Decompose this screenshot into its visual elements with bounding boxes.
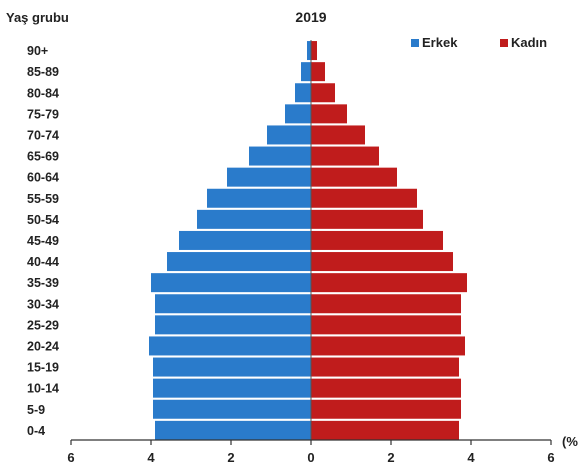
bar-kadin-40-44 <box>311 252 453 272</box>
category-label: 50-54 <box>27 213 59 227</box>
bar-erkek-55-59 <box>207 188 311 208</box>
category-label: 40-44 <box>27 255 59 269</box>
category-label: 65-69 <box>27 150 59 164</box>
category-label: 35-39 <box>27 276 59 290</box>
legend-label: Kadın <box>511 35 547 50</box>
bar-erkek-10-14 <box>153 378 311 398</box>
bars-group <box>149 40 467 440</box>
bar-kadin-80-84 <box>311 83 335 103</box>
category-label: 85-89 <box>27 65 59 79</box>
category-label: 60-64 <box>27 171 59 185</box>
bar-kadin-90+ <box>311 41 317 61</box>
bar-kadin-55-59 <box>311 188 417 208</box>
bar-erkek-40-44 <box>167 252 311 272</box>
x-tick-label: 6 <box>67 450 74 465</box>
category-label: 15-19 <box>27 361 59 375</box>
category-label: 90+ <box>27 44 48 58</box>
bar-erkek-60-64 <box>227 167 311 187</box>
legend-swatch-erkek <box>411 39 419 47</box>
bar-erkek-90+ <box>307 41 311 61</box>
category-label: 30-34 <box>27 297 59 311</box>
bar-erkek-25-29 <box>155 315 311 335</box>
category-label: 75-79 <box>27 107 59 121</box>
bar-erkek-70-74 <box>267 125 311 145</box>
bar-erkek-15-19 <box>153 357 311 377</box>
bar-erkek-65-69 <box>249 146 311 166</box>
x-tick-label: 2 <box>387 450 394 465</box>
bar-kadin-65-69 <box>311 146 379 166</box>
category-label: 55-59 <box>27 192 59 206</box>
bar-erkek-5-9 <box>153 399 311 419</box>
bar-kadin-20-24 <box>311 336 465 356</box>
bar-kadin-0-4 <box>311 420 459 440</box>
bar-kadin-10-14 <box>311 378 461 398</box>
legend-swatch-kadın <box>500 39 508 47</box>
bar-kadin-85-89 <box>311 62 325 82</box>
x-tick-label: 4 <box>467 450 475 465</box>
x-tick-label: 6 <box>547 450 554 465</box>
bar-erkek-30-34 <box>155 294 311 314</box>
x-axis: 6 4 2 0 2 4 6 <box>67 439 555 465</box>
category-label: 5-9 <box>27 403 45 417</box>
chart-title: 2019 <box>295 9 326 25</box>
category-label: 0-4 <box>27 424 45 438</box>
legend-label: Erkek <box>422 35 458 50</box>
category-label: 10-14 <box>27 382 59 396</box>
bar-erkek-0-4 <box>155 420 311 440</box>
x-tick-label: 2 <box>227 450 234 465</box>
bar-kadin-25-29 <box>311 315 461 335</box>
bar-erkek-45-49 <box>179 230 311 250</box>
category-label: 45-49 <box>27 234 59 248</box>
category-label: 80-84 <box>27 86 59 100</box>
bar-erkek-50-54 <box>197 209 311 229</box>
bar-kadin-5-9 <box>311 399 461 419</box>
bar-erkek-75-79 <box>285 104 311 124</box>
bar-kadin-75-79 <box>311 104 347 124</box>
bar-kadin-70-74 <box>311 125 365 145</box>
category-label: 20-24 <box>27 339 59 353</box>
bar-erkek-35-39 <box>151 273 311 293</box>
bar-erkek-80-84 <box>295 83 311 103</box>
bar-kadin-30-34 <box>311 294 461 314</box>
bar-erkek-85-89 <box>301 62 311 82</box>
bar-kadin-45-49 <box>311 230 443 250</box>
category-labels: 90+ 85-89 80-84 75-79 70-74 65-69 60-64 55-59 50… <box>27 44 59 438</box>
x-tick-label: 4 <box>147 450 155 465</box>
bar-kadin-15-19 <box>311 357 459 377</box>
bar-kadin-60-64 <box>311 167 397 187</box>
bar-erkek-20-24 <box>149 336 311 356</box>
y-axis-title: Yaş grubu <box>6 10 69 25</box>
category-label: 70-74 <box>27 128 59 142</box>
bar-kadin-35-39 <box>311 273 467 293</box>
x-tick-label: 0 <box>307 450 314 465</box>
x-axis-unit: (% <box>562 434 578 449</box>
bar-kadin-50-54 <box>311 209 423 229</box>
legend: Erkek Kadın <box>411 35 547 50</box>
category-label: 25-29 <box>27 318 59 332</box>
